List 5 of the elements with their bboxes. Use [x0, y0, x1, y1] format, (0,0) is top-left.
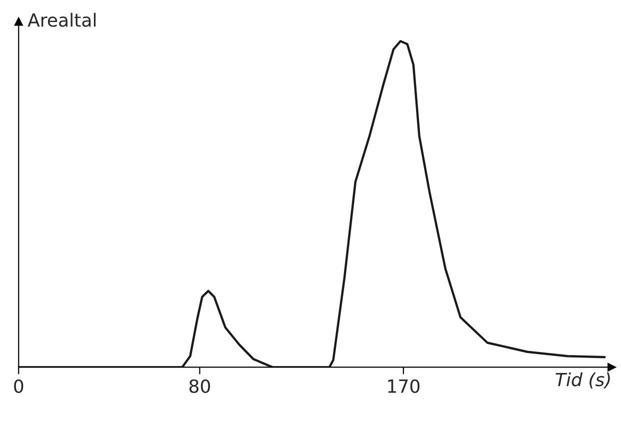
x-tick-label: 0 [14, 379, 24, 393]
x-tick-label: 170 [388, 379, 420, 393]
y-axis-title: Arealtal [28, 12, 96, 27]
x-tick-label: 80 [189, 379, 210, 393]
x-axis-title: Tid (s) [556, 372, 610, 388]
